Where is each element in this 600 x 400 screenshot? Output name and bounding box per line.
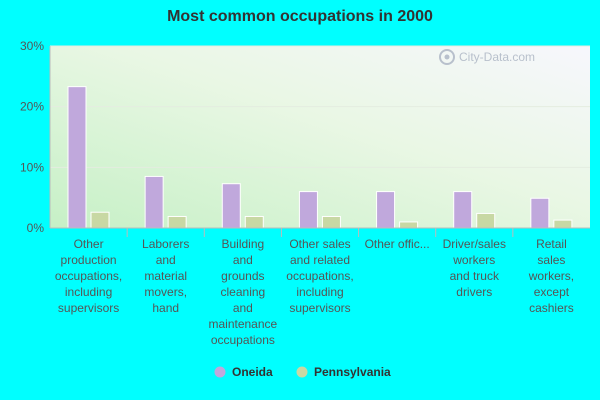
legend-swatch-pennsylvania xyxy=(296,366,308,378)
watermark: City-Data.com xyxy=(439,49,535,65)
legend-swatch-oneida xyxy=(214,366,226,378)
x-category-label: including xyxy=(65,285,112,299)
bar-oneida-0[interactable] xyxy=(67,86,87,229)
x-category-label: material xyxy=(144,269,187,283)
x-category-label: occupations xyxy=(211,333,275,347)
y-tick-label: 0% xyxy=(27,221,45,235)
x-category-label: maintenance xyxy=(208,317,277,331)
x-category-label: sales xyxy=(537,253,565,267)
bar-oneida-1[interactable] xyxy=(144,175,164,229)
x-category-label: and truck xyxy=(450,269,500,283)
x-category-label: drivers xyxy=(456,285,492,299)
x-category-label: including xyxy=(296,285,343,299)
y-tick-label: 20% xyxy=(20,100,44,114)
x-category-label: Laborers xyxy=(142,237,189,251)
x-category-label: Other offic... xyxy=(365,237,430,251)
bar-pennsylvania-0[interactable] xyxy=(90,211,110,229)
y-tick-label: 30% xyxy=(20,39,44,53)
x-category-label: occupations, xyxy=(286,269,353,283)
x-category-label: movers, xyxy=(144,285,187,299)
x-category-label: occupations, xyxy=(55,269,122,283)
x-category-label: and xyxy=(233,253,253,267)
bar-oneida-6[interactable] xyxy=(530,197,550,229)
x-category-label: and xyxy=(156,253,176,267)
x-category-label: Building xyxy=(222,237,265,251)
bar-pennsylvania-5[interactable] xyxy=(476,212,496,229)
bar-oneida-2[interactable] xyxy=(221,183,241,229)
bar-pennsylvania-4[interactable] xyxy=(399,221,419,229)
x-category-label: supervisors xyxy=(58,301,119,315)
bar-pennsylvania-3[interactable] xyxy=(321,215,341,229)
x-category-label: except xyxy=(534,285,570,299)
x-category-label: workers, xyxy=(528,269,574,283)
bar-oneida-3[interactable] xyxy=(298,191,318,229)
x-category-label: Retail xyxy=(536,237,567,251)
x-category-label: production xyxy=(61,253,117,267)
bar-pennsylvania-1[interactable] xyxy=(167,215,187,229)
bar-oneida-4[interactable] xyxy=(376,191,396,229)
x-category-label: cashiers xyxy=(529,301,574,315)
chart-title: Most common occupations in 2000 xyxy=(167,8,433,25)
bar-oneida-5[interactable] xyxy=(453,191,473,229)
y-tick-label: 10% xyxy=(20,160,44,174)
legend-label-pennsylvania: Pennsylvania xyxy=(314,365,391,379)
plot-background xyxy=(50,46,590,228)
legend-label-oneida: Oneida xyxy=(232,365,273,379)
x-category-label: supervisors xyxy=(289,301,350,315)
x-category-label: and related xyxy=(290,253,350,267)
x-category-label: grounds xyxy=(221,269,264,283)
watermark-text: City-Data.com xyxy=(459,50,535,64)
x-category-label: workers xyxy=(452,253,495,267)
x-category-label: cleaning xyxy=(221,285,266,299)
bar-pennsylvania-6[interactable] xyxy=(553,219,573,229)
x-category-label: Driver/sales xyxy=(443,237,506,251)
x-category-label: and xyxy=(233,301,253,315)
x-category-label: Other sales xyxy=(289,237,350,251)
bar-pennsylvania-2[interactable] xyxy=(244,215,264,229)
x-category-label: Other xyxy=(74,237,104,251)
x-category-label: hand xyxy=(152,301,179,315)
